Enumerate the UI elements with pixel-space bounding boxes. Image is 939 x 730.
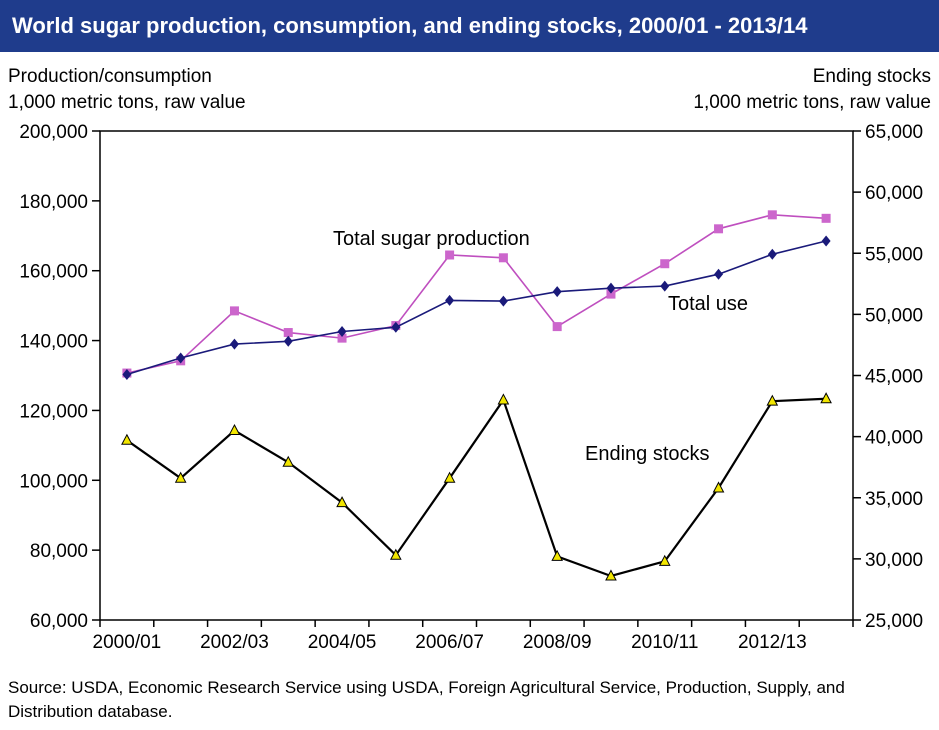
right-tick-label: 25,000 bbox=[865, 611, 923, 632]
data-point bbox=[283, 328, 293, 338]
x-tick-label: 2006/07 bbox=[415, 632, 484, 653]
data-point bbox=[282, 455, 295, 467]
x-tick-label: 2010/11 bbox=[631, 632, 698, 653]
data-point bbox=[714, 224, 724, 234]
data-point bbox=[228, 423, 241, 436]
data-point bbox=[605, 569, 617, 581]
right-axis-title-line1: Ending stocks bbox=[812, 66, 931, 87]
series-layer bbox=[121, 210, 832, 581]
left-tick-label: 180,000 bbox=[19, 192, 88, 213]
series-total-use bbox=[122, 235, 831, 380]
series-ending-stocks bbox=[121, 392, 832, 581]
data-point bbox=[337, 325, 347, 337]
x-axis: 2000/01 2002/03 2004/05 2006/07 2008/09 2010/… bbox=[93, 620, 854, 653]
data-point bbox=[391, 321, 401, 333]
left-tick-label: 200,000 bbox=[19, 122, 88, 143]
data-point bbox=[443, 471, 456, 483]
data-point bbox=[712, 481, 725, 493]
data-point bbox=[552, 322, 562, 332]
data-point bbox=[337, 333, 347, 343]
right-tick-label: 55,000 bbox=[865, 244, 923, 265]
data-point bbox=[660, 259, 670, 269]
data-point bbox=[498, 253, 508, 263]
x-tick-label: 2000/01 bbox=[93, 632, 162, 653]
data-point bbox=[714, 268, 724, 280]
left-tick-label: 100,000 bbox=[19, 471, 88, 492]
series-annotation: Total sugar production bbox=[333, 228, 530, 250]
right-tick-label: 45,000 bbox=[865, 367, 923, 388]
left-axis-title: Production/consumption 1,000 metric tons… bbox=[8, 64, 246, 116]
data-point bbox=[229, 306, 239, 316]
x-tick-label: 2008/09 bbox=[523, 632, 592, 653]
left-axis-title-line2: 1,000 metric tons, raw value bbox=[8, 92, 246, 113]
source-note: Source: USDA, Economic Research Service … bbox=[8, 678, 845, 721]
data-point bbox=[174, 471, 187, 483]
x-tick-label: 2002/03 bbox=[200, 632, 269, 653]
left-tick-label: 80,000 bbox=[30, 541, 88, 562]
series-line bbox=[126, 240, 827, 376]
data-point bbox=[606, 282, 616, 294]
data-point bbox=[445, 294, 455, 306]
data-point bbox=[551, 549, 564, 561]
data-point bbox=[497, 393, 510, 405]
plot-area bbox=[99, 130, 854, 621]
data-point bbox=[766, 394, 779, 406]
x-tick-label: 2012/13 bbox=[738, 632, 807, 653]
data-point bbox=[821, 213, 831, 223]
left-tick-label: 160,000 bbox=[19, 262, 88, 283]
right-tick-label: 30,000 bbox=[865, 550, 923, 571]
data-point bbox=[767, 210, 777, 220]
series-line bbox=[126, 397, 827, 578]
data-point bbox=[336, 496, 348, 508]
right-axis: 25,000 30,000 35,000 40,000 45,000 50,000 55,0… bbox=[853, 122, 923, 632]
right-tick-label: 60,000 bbox=[865, 183, 923, 204]
right-tick-label: 35,000 bbox=[865, 489, 923, 510]
data-point bbox=[389, 548, 402, 560]
left-axis-title-line1: Production/consumption bbox=[8, 66, 212, 87]
data-point bbox=[498, 295, 508, 307]
right-tick-label: 50,000 bbox=[865, 305, 923, 326]
left-tick-label: 60,000 bbox=[30, 611, 88, 632]
data-point bbox=[229, 338, 239, 350]
data-point bbox=[445, 250, 455, 260]
data-point bbox=[606, 289, 616, 299]
data-point bbox=[820, 392, 832, 404]
left-tick-label: 120,000 bbox=[19, 401, 88, 422]
data-point bbox=[552, 286, 562, 298]
data-point bbox=[122, 368, 132, 380]
data-point bbox=[767, 248, 777, 260]
series-annotation: Ending stocks bbox=[585, 443, 710, 465]
left-axis: 60,000 80,000 100,000 120,000 140,000 160,000… bbox=[19, 122, 100, 632]
right-tick-label: 65,000 bbox=[865, 122, 923, 143]
plot-border bbox=[99, 130, 854, 621]
right-tick-label: 40,000 bbox=[865, 428, 923, 449]
annotations: Total sugar production Total use Ending st… bbox=[333, 228, 748, 465]
x-tick-label: 2004/05 bbox=[308, 632, 377, 653]
data-point bbox=[176, 352, 186, 364]
data-point bbox=[283, 335, 293, 347]
right-axis-title: Ending stocks 1,000 metric tons, raw val… bbox=[693, 64, 931, 116]
right-axis-title-line2: 1,000 metric tons, raw value bbox=[693, 92, 931, 113]
data-point bbox=[660, 280, 670, 292]
data-point bbox=[121, 433, 133, 445]
data-point bbox=[821, 235, 831, 247]
series-line bbox=[126, 214, 827, 374]
series-annotation: Total use bbox=[668, 293, 748, 315]
data-point bbox=[658, 554, 671, 566]
left-tick-label: 140,000 bbox=[19, 332, 88, 353]
chart-title: World sugar production, consumption, and… bbox=[0, 0, 939, 52]
